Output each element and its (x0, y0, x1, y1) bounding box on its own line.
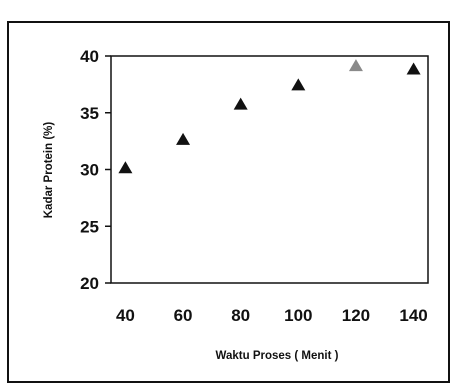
x-tick-label: 140 (399, 306, 427, 325)
data-point-triangle (291, 78, 306, 91)
data-point-triangle (233, 97, 248, 110)
data-point-triangle (348, 59, 363, 72)
y-tick-label: 35 (80, 104, 99, 123)
y-tick-label: 40 (80, 47, 99, 66)
x-axis-ticks: 40 60 80 100 120 140 (116, 306, 428, 325)
x-tick-label: 80 (231, 306, 250, 325)
x-axis-title: Waktu Proses ( Menit ) (216, 350, 339, 362)
x-tick-label: 40 (116, 306, 135, 325)
y-tick-label: 25 (80, 217, 99, 236)
data-point-triangle (406, 62, 421, 75)
y-tick-label: 20 (80, 274, 99, 293)
data-points (118, 59, 421, 174)
y-axis-ticks: 20 25 30 35 40 (80, 47, 111, 293)
x-tick-label: 60 (174, 306, 193, 325)
x-tick-label: 120 (342, 306, 370, 325)
x-tick-label: 100 (284, 306, 312, 325)
plot-area (110, 55, 429, 284)
y-tick-label: 30 (80, 161, 99, 180)
data-point-triangle (176, 132, 191, 145)
data-point-triangle (118, 161, 133, 174)
y-axis-title: Kadar Protein (%) (43, 122, 55, 219)
